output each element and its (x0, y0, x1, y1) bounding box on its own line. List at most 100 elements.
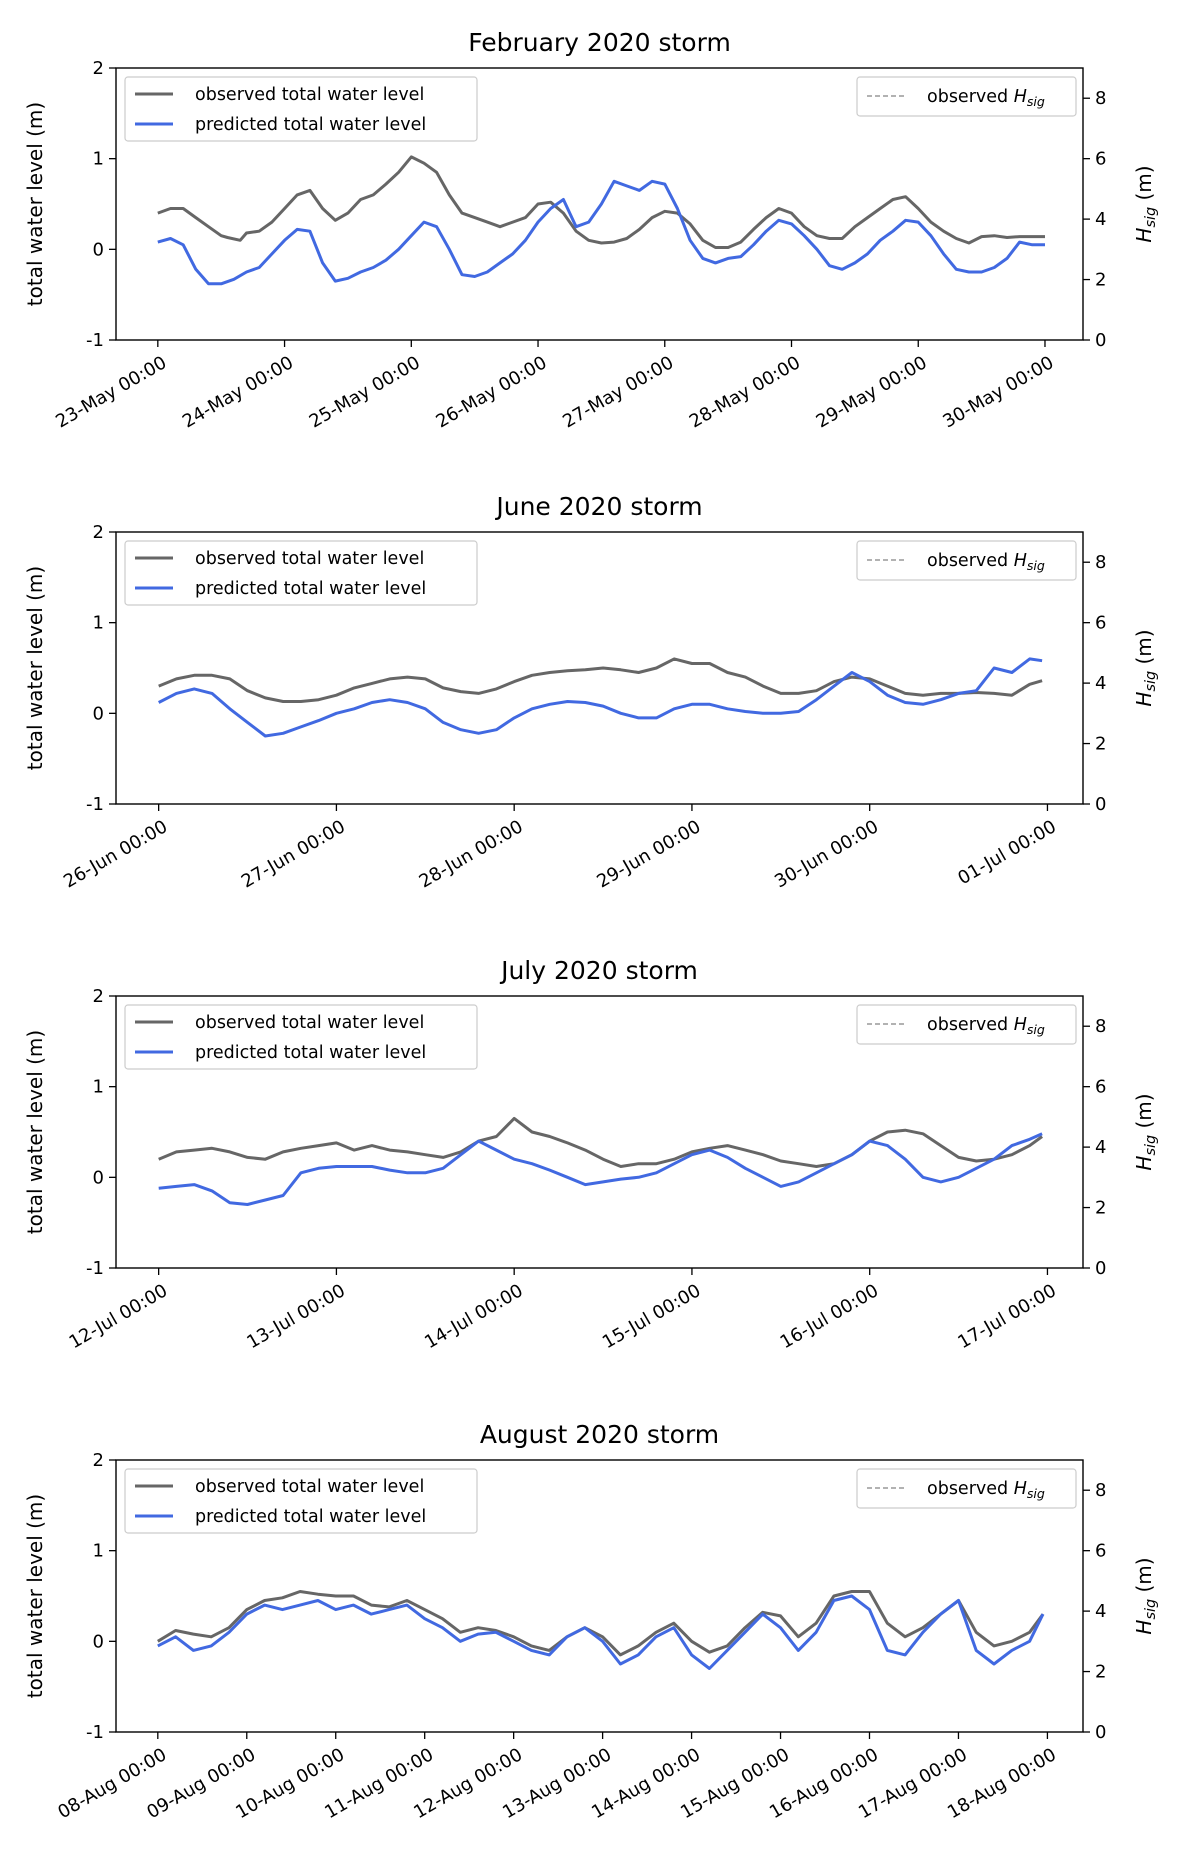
legend-label: predicted total water level (195, 1507, 426, 1527)
x-tick-label: 12-Jul 00:00 (66, 1280, 172, 1353)
hsig-label: observed Hsig (927, 87, 1045, 109)
observed-water-level-line (157, 155, 1045, 249)
y-tick-label: 0 (93, 1631, 104, 1652)
y2-tick-label: 2 (1095, 734, 1106, 755)
legend-right: observed Hsig (856, 540, 1077, 581)
hsig-h: H (1132, 1156, 1156, 1171)
x-tick-label: 28-May 00:00 (686, 352, 804, 432)
legend-left: observed total water level predicted tota… (124, 1004, 478, 1070)
y2-tick-label: 8 (1095, 88, 1106, 109)
hsig-suffix: (m) (1132, 1093, 1156, 1134)
hsig-suffix: (m) (1132, 1557, 1156, 1598)
legend-box (856, 76, 1077, 117)
chart-panel-2: June 2020 storm -1 0 1 2 0 2 4 6 8 26-Jun 00:00 27-… (23, 492, 1159, 892)
hsig-label: observed Hsig (927, 1479, 1045, 1501)
y2-tick-label: 8 (1095, 1016, 1106, 1037)
x-tick-label: 27-Jun 00:00 (238, 816, 349, 892)
x-tick-label: 29-Jun 00:00 (593, 816, 704, 892)
y2-tick-label: 6 (1095, 149, 1106, 170)
hsig-h: H (1132, 1620, 1156, 1635)
hsig-label: Hsig (m) (1132, 1557, 1159, 1634)
predicted-water-level-line (157, 1594, 1045, 1670)
y-tick-label: 1 (93, 613, 104, 634)
x-tick-label: 26-Jun 00:00 (60, 816, 171, 892)
hsig-sub: sig (1027, 1022, 1045, 1037)
y2-tick-label: 0 (1095, 794, 1106, 815)
legend-left: observed total water level predicted tota… (124, 1468, 478, 1534)
legend-label: predicted total water level (195, 1043, 426, 1063)
x-tick-label: 27-May 00:00 (559, 352, 677, 432)
y2-tick-label: 8 (1095, 552, 1106, 573)
y2-tick-label: 6 (1095, 1541, 1106, 1562)
legend-label: observed total water level (195, 1477, 424, 1497)
x-tick-label: 23-May 00:00 (52, 352, 170, 432)
y-tick-label: 1 (93, 1077, 104, 1098)
legend-label: observed total water level (195, 85, 424, 105)
chart-title: February 2020 storm (468, 28, 731, 57)
chart-panel-3: July 2020 storm -1 0 1 2 0 2 4 6 8 12-Jul 00:00 13-… (23, 956, 1159, 1353)
x-tick-label: 28-Jun 00:00 (416, 816, 527, 892)
x-tick-label: 26-May 00:00 (432, 352, 550, 432)
hsig-label: observed Hsig (927, 551, 1045, 573)
y2-tick-label: 2 (1095, 1662, 1106, 1683)
hsig-sub: sig (1027, 558, 1045, 573)
hsig-h: H (1014, 551, 1027, 571)
observed-water-level-line (157, 1590, 1045, 1657)
series-group (157, 155, 1045, 286)
hsig-prefix: observed (927, 551, 1014, 571)
legend-box (124, 1004, 478, 1070)
hsig-sub: sig (1027, 94, 1045, 109)
legend-box (124, 76, 478, 142)
x-tick-label: 25-May 00:00 (306, 352, 424, 432)
hsig-label: Hsig (m) (1132, 1093, 1159, 1170)
y2-tick-label: 8 (1095, 1480, 1106, 1501)
hsig-suffix: (m) (1132, 629, 1156, 670)
hsig-prefix: observed (927, 1015, 1014, 1035)
observed-water-level-line (158, 1116, 1043, 1168)
hsig-sub: sig (1143, 1599, 1159, 1620)
series-group (158, 657, 1043, 738)
legend-box (124, 540, 478, 606)
y-axis-label: total water level (m) (23, 1030, 47, 1234)
hsig-sub: sig (1143, 671, 1159, 692)
observed-water-level-line (158, 657, 1043, 703)
hsig-sub: sig (1027, 1486, 1045, 1501)
y-tick-label: 2 (93, 522, 104, 543)
hsig-label: Hsig (m) (1132, 629, 1159, 706)
legend-right: observed Hsig (856, 1468, 1077, 1509)
y2-tick-label: 4 (1095, 1137, 1106, 1158)
hsig-prefix: observed (927, 87, 1014, 107)
x-tick-label: 14-Jul 00:00 (421, 1280, 527, 1353)
y-tick-label: 1 (93, 1541, 104, 1562)
x-tick-label: 24-May 00:00 (179, 352, 297, 432)
x-tick-label: 30-May 00:00 (939, 352, 1057, 432)
legend-label: observed total water level (195, 549, 424, 569)
hsig-h: H (1132, 228, 1156, 243)
y-tick-label: -1 (86, 794, 104, 815)
y2-tick-label: 0 (1095, 330, 1106, 351)
y-tick-label: 0 (93, 1167, 104, 1188)
chart-title: June 2020 storm (494, 492, 702, 521)
y2-tick-label: 0 (1095, 1258, 1106, 1279)
y-tick-label: 2 (93, 58, 104, 79)
hsig-sub: sig (1143, 1135, 1159, 1156)
plot-frame (115, 1459, 1084, 1733)
legend-box (124, 1468, 478, 1534)
hsig-suffix: (m) (1132, 165, 1156, 206)
legend-right: observed Hsig (856, 1004, 1077, 1045)
hsig-prefix: observed (927, 1479, 1014, 1499)
legend-right: observed Hsig (856, 76, 1077, 117)
y-tick-label: 1 (93, 149, 104, 170)
legend-box (856, 1468, 1077, 1509)
y-axis-label: total water level (m) (23, 566, 47, 770)
y2-tick-label: 0 (1095, 1722, 1106, 1743)
chart-title: August 2020 storm (480, 1420, 719, 1449)
y-tick-label: 0 (93, 239, 104, 260)
y-tick-label: 2 (93, 986, 104, 1007)
predicted-water-level-line (158, 1132, 1043, 1206)
y-tick-label: -1 (86, 330, 104, 351)
legend-label: predicted total water level (195, 579, 426, 599)
x-tick-label: 13-Jul 00:00 (243, 1280, 349, 1353)
